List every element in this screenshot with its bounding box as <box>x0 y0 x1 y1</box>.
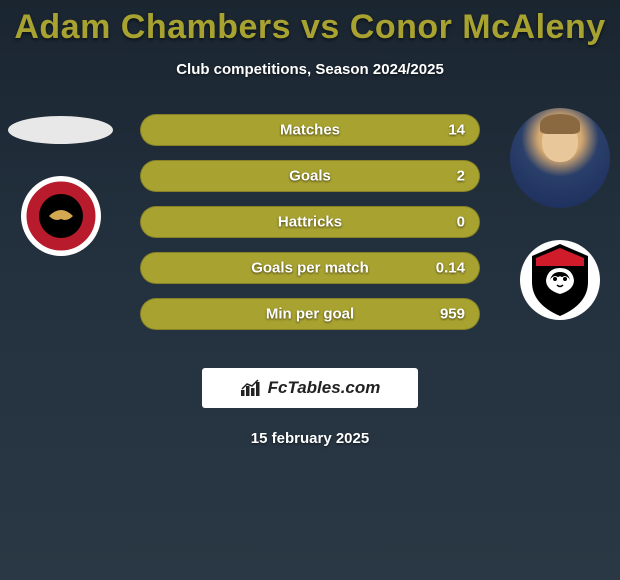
stat-value-right: 14 <box>448 122 465 139</box>
stat-bars: Matches 14 Goals 2 Hattricks 0 Goals per… <box>140 114 480 344</box>
stat-row-goals: Goals 2 <box>140 160 480 192</box>
stat-value-right: 0 <box>457 214 465 231</box>
club-badge-left <box>19 174 103 258</box>
stat-row-hattricks: Hattricks 0 <box>140 206 480 238</box>
date-text: 15 february 2025 <box>0 430 620 447</box>
bars-icon <box>240 379 262 397</box>
subtitle: Club competitions, Season 2024/2025 <box>0 61 620 78</box>
stat-value-right: 2 <box>457 168 465 185</box>
player-photo-right <box>510 108 610 208</box>
page-title: Adam Chambers vs Conor McAleny <box>0 0 620 47</box>
stat-label: Hattricks <box>278 214 342 231</box>
stat-label: Min per goal <box>266 306 354 323</box>
stat-label: Goals per match <box>251 260 369 277</box>
stat-row-matches: Matches 14 <box>140 114 480 146</box>
stat-row-min-per-goal: Min per goal 959 <box>140 298 480 330</box>
left-player-column <box>8 108 113 258</box>
stat-label: Matches <box>280 122 340 139</box>
branding-badge: FcTables.com <box>202 368 418 408</box>
player-photo-left <box>8 116 113 144</box>
stat-label: Goals <box>289 168 331 185</box>
stat-value-right: 0.14 <box>436 260 465 277</box>
comparison-content: Matches 14 Goals 2 Hattricks 0 Goals per… <box>0 108 620 348</box>
branding-text: FcTables.com <box>268 378 381 398</box>
right-player-column <box>507 108 612 322</box>
stat-value-right: 959 <box>440 306 465 323</box>
stat-row-goals-per-match: Goals per match 0.14 <box>140 252 480 284</box>
club-badge-right <box>518 238 602 322</box>
